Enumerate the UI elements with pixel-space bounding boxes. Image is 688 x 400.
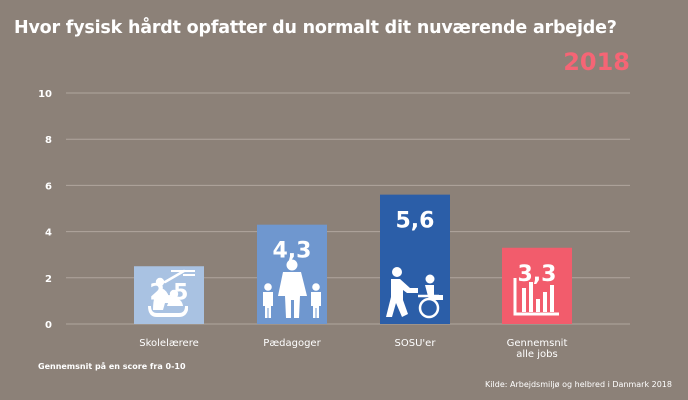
y-tick-label: 2 [45, 274, 52, 285]
y-tick-label: 4 [45, 228, 52, 239]
y-tick-label: 0 [45, 320, 52, 331]
footnote: Gennemsnit på en score fra 0-10 [38, 362, 186, 371]
value-label: 4,3 [273, 239, 312, 264]
y-tick-label: 10 [38, 89, 52, 100]
y-axis-ticks: 0 2 4 6 8 10 [38, 89, 52, 331]
teacher-icon [148, 269, 195, 317]
y-tick-label: 6 [45, 181, 52, 192]
source-note: Kilde: Arbejdsmiljø og helbred i Danmark… [485, 380, 672, 389]
category-label: SOSU'er [395, 338, 437, 349]
value-labels: 2,5 4,3 5,6 3,3 [150, 209, 557, 306]
chart-year: 2018 [563, 48, 630, 76]
value-label: 2,5 [150, 280, 189, 305]
category-label: Pædagoger [263, 338, 321, 349]
bar-chart-icon [513, 278, 559, 316]
caregiver-wheelchair-icon [386, 267, 443, 319]
value-label: 3,3 [518, 262, 557, 287]
category-label: Gennemsnit alle jobs [507, 338, 568, 360]
value-label: 5,6 [396, 209, 435, 234]
chart-title: Hvor fysisk hårdt opfatter du normalt di… [14, 18, 617, 38]
category-label: Skolelærere [139, 338, 199, 349]
y-tick-label: 8 [45, 135, 52, 146]
bars [134, 194, 572, 324]
category-labels: Skolelærere Pædagoger SOSU'er Gennemsnit all… [139, 338, 567, 360]
family-icon [263, 259, 321, 318]
